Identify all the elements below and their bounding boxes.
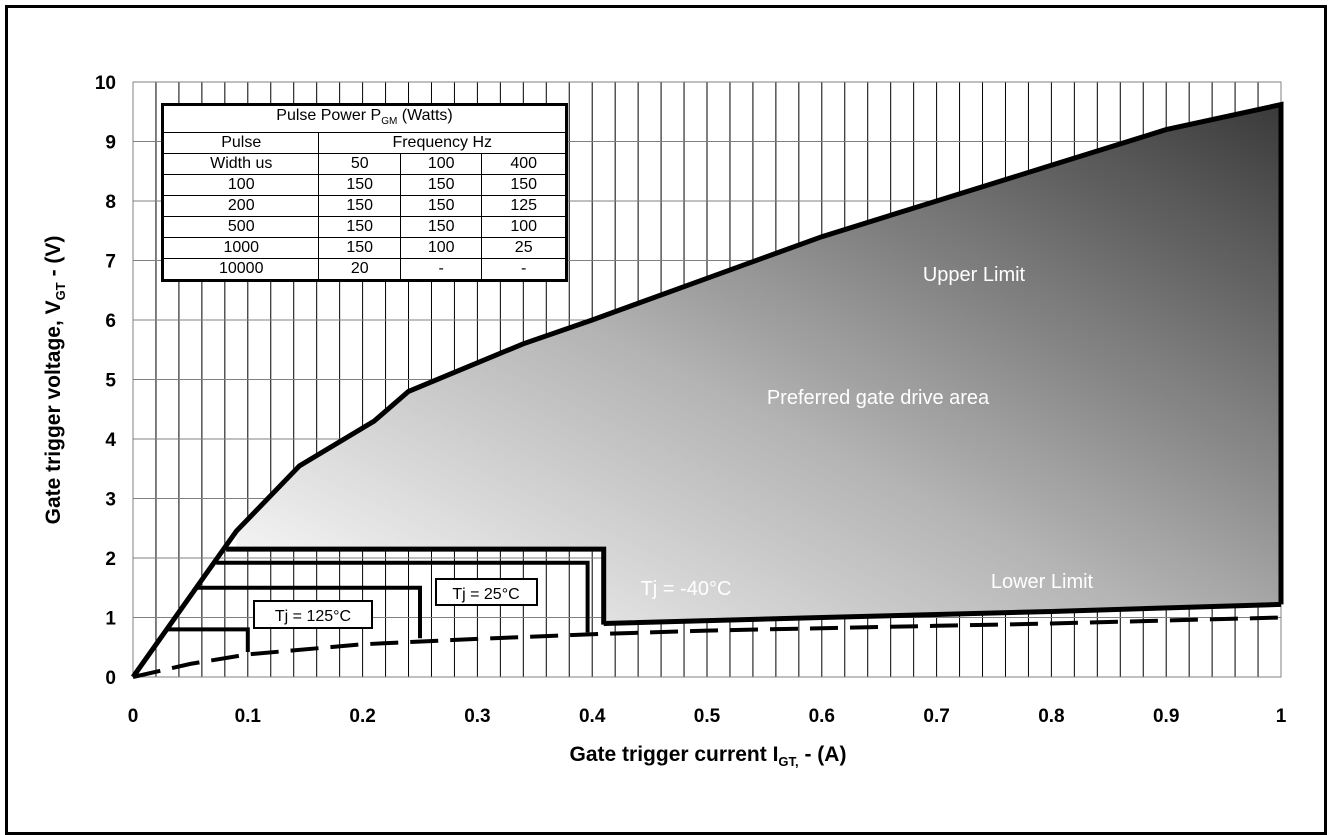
x-tick-labels: 0 0.1 0.2 0.3 0.4 0.5 0.6 0.7 0.8 0.9 1: [128, 706, 1287, 727]
y-tick-label: 4: [105, 430, 116, 451]
x-tick-label: 1: [1276, 706, 1287, 727]
y-tick-label: 8: [105, 192, 116, 213]
table-row: 100 150 150 150: [161, 174, 567, 197]
table-cell: -: [399, 258, 483, 282]
y-tick-label: 3: [105, 490, 116, 511]
table-cell: 150: [399, 174, 483, 197]
freq-cell: 100: [399, 153, 483, 176]
table-row: 1000 150 100 25: [161, 237, 567, 260]
table-cell: 1000: [161, 237, 320, 260]
table-row: 200 150 150 125: [161, 195, 567, 218]
table-cell: 100: [161, 174, 320, 197]
table-row: 500 150 150 100: [161, 216, 567, 239]
table-cell: 25: [481, 237, 567, 260]
dashed-curve: [132, 615, 1282, 679]
freq-cell: 50: [318, 153, 401, 176]
pulse-header: Pulse: [161, 132, 320, 155]
preferred-area-fill: [236, 104, 1281, 624]
tj-25-label-box: [435, 578, 538, 606]
tj-box-line: [198, 585, 422, 639]
tj-box-line: [226, 546, 607, 625]
table-cell: -: [481, 258, 567, 282]
x-tick-label: 0.4: [579, 706, 606, 727]
x-tick-label: 0: [128, 706, 139, 727]
table-cell: 150: [318, 237, 401, 260]
freq-cell: 400: [481, 153, 567, 176]
tj-box-line: [216, 560, 590, 633]
table-cell: 150: [318, 195, 401, 218]
table-cell: 500: [161, 216, 320, 239]
y-tick-label: 1: [105, 609, 116, 630]
frequency-header: Frequency Hz: [318, 132, 567, 155]
y-tick-label: 10: [95, 73, 116, 94]
width-header: Width us: [161, 153, 320, 176]
tj-125-label-box: [253, 600, 373, 629]
pulse-power-table: Pulse Power PGM (Watts) Pulse Frequency …: [161, 103, 568, 283]
table-cell: 125: [481, 195, 567, 218]
table-title: Pulse Power PGM (Watts): [162, 103, 567, 134]
lower-limit-line: [603, 601, 1282, 626]
x-tick-label: 0.7: [923, 706, 949, 727]
table-cell: 20: [318, 258, 401, 282]
upper-limit-line: [130, 101, 1284, 679]
x-tick-label: 0.6: [809, 706, 835, 727]
table-row: 10000 20 - -: [161, 258, 567, 282]
y-tick-label: 7: [105, 252, 116, 273]
y-tick-label: 5: [105, 371, 116, 392]
x-tick-label: 0.9: [1153, 706, 1179, 727]
table-cell: 150: [318, 174, 401, 197]
lower-limit-label: Lower Limit: [991, 571, 1094, 593]
preferred-area-label: Preferred gate drive area: [767, 387, 990, 409]
upper-limit-label: Upper Limit: [923, 264, 1026, 286]
tj-boxes: [167, 546, 607, 652]
tj-25-label: Tj = 25°C: [452, 586, 519, 603]
tj-125-label: Tj = 125°C: [275, 608, 351, 625]
table-cell: 100: [481, 216, 567, 239]
table-cell: 150: [481, 174, 567, 197]
y-tick-label: 6: [105, 311, 116, 332]
x-axis-title: Gate trigger current IGT, - (A): [570, 743, 847, 769]
table-cell: 150: [399, 195, 483, 218]
x-tick-label: 0.1: [235, 706, 262, 727]
tj-box-line: [167, 627, 250, 652]
table-cell: 200: [161, 195, 320, 218]
x-tick-label: 0.8: [1038, 706, 1064, 727]
table-cell: 150: [318, 216, 401, 239]
y-tick-label: 9: [105, 133, 116, 154]
tj-minus40-label: Tj = -40°C: [641, 578, 732, 600]
table-cell: 150: [399, 216, 483, 239]
x-tick-label: 0.3: [464, 706, 490, 727]
y-tick-labels: 0 1 2 3 4 5 6 7 8 9 10: [95, 73, 117, 689]
table-cell: 100: [399, 237, 483, 260]
table-cell: 10000: [161, 258, 320, 282]
y-tick-label: 0: [105, 668, 116, 689]
y-axis-title: Gate trigger voltage, VGT - (V): [42, 236, 68, 525]
x-tick-label: 0.2: [349, 706, 375, 727]
y-tick-label: 2: [105, 549, 116, 570]
x-tick-label: 0.5: [694, 706, 721, 727]
